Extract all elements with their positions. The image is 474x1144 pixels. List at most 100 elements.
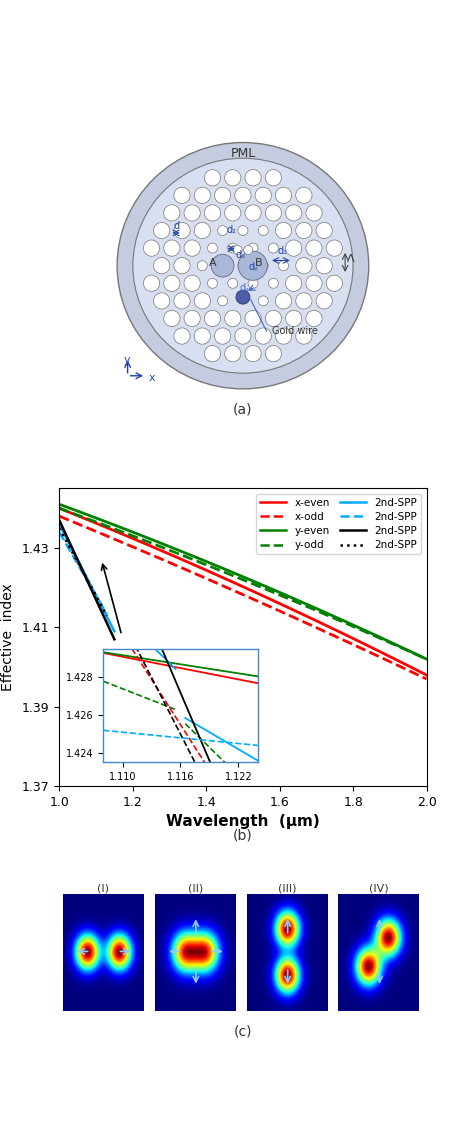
- 2nd-SPP: [85, 574, 91, 588]
- y-even: [233, 567, 239, 581]
- 2nd-SPP: [109, 627, 114, 641]
- Circle shape: [279, 261, 289, 271]
- Text: PML: PML: [230, 146, 255, 159]
- Circle shape: [258, 225, 268, 236]
- y-even: [56, 498, 62, 511]
- Text: x: x: [148, 373, 155, 383]
- Text: (a): (a): [233, 403, 253, 416]
- 2nd-SPP: [78, 562, 83, 575]
- 2nd-SPP: [111, 633, 117, 646]
- Circle shape: [235, 328, 251, 344]
- y-odd: [233, 570, 239, 583]
- Circle shape: [248, 278, 258, 288]
- y-odd: [424, 652, 429, 666]
- Text: dᵧ: dᵧ: [248, 262, 258, 271]
- 2nd-SPP: [87, 579, 93, 593]
- Circle shape: [296, 222, 312, 239]
- Circle shape: [238, 261, 248, 271]
- Circle shape: [225, 205, 241, 221]
- Circle shape: [258, 261, 268, 271]
- 2nd-SPP: [56, 514, 62, 527]
- x-odd: [357, 641, 363, 654]
- Circle shape: [285, 240, 302, 256]
- Circle shape: [285, 205, 302, 221]
- Circle shape: [245, 310, 261, 326]
- Text: y: y: [124, 355, 130, 365]
- Circle shape: [275, 188, 292, 204]
- 2nd-SPP: [89, 581, 95, 595]
- Circle shape: [255, 188, 271, 204]
- Text: (c): (c): [234, 1024, 252, 1039]
- Circle shape: [218, 225, 228, 236]
- Circle shape: [285, 276, 302, 292]
- Circle shape: [218, 296, 228, 305]
- Circle shape: [268, 244, 278, 253]
- Circle shape: [275, 222, 292, 239]
- 2nd-SPP: [69, 542, 75, 556]
- Circle shape: [326, 276, 342, 292]
- Circle shape: [316, 293, 332, 309]
- Circle shape: [245, 345, 261, 362]
- Circle shape: [233, 246, 242, 254]
- Line: y-odd: y-odd: [59, 508, 427, 659]
- Circle shape: [326, 240, 342, 256]
- Text: Gold wire: Gold wire: [272, 326, 318, 336]
- Circle shape: [164, 310, 180, 326]
- Circle shape: [306, 276, 322, 292]
- Line: 2nd-SPP: 2nd-SPP: [59, 524, 114, 631]
- Circle shape: [265, 205, 282, 221]
- Circle shape: [306, 310, 322, 326]
- Circle shape: [154, 257, 170, 273]
- y-odd: [415, 649, 420, 662]
- Circle shape: [228, 244, 238, 253]
- Text: d₁: d₁: [277, 246, 287, 256]
- Circle shape: [197, 261, 207, 271]
- x-even: [231, 575, 237, 589]
- 2nd-SPP: [87, 578, 93, 591]
- Ellipse shape: [117, 143, 369, 389]
- Circle shape: [154, 293, 170, 309]
- Circle shape: [211, 254, 234, 277]
- y-even: [424, 652, 429, 666]
- Circle shape: [236, 291, 250, 304]
- 2nd-SPP: [107, 622, 113, 636]
- Text: dₓ: dₓ: [235, 249, 246, 260]
- Circle shape: [244, 246, 253, 254]
- 2nd-SPP: [85, 572, 91, 586]
- Circle shape: [265, 345, 282, 362]
- Circle shape: [174, 222, 190, 239]
- 2nd-SPP: [56, 522, 62, 535]
- Circle shape: [306, 205, 322, 221]
- 2nd-SPP: [78, 561, 83, 574]
- Circle shape: [204, 205, 220, 221]
- Circle shape: [245, 205, 261, 221]
- Circle shape: [208, 244, 218, 253]
- Text: B: B: [255, 257, 263, 268]
- Circle shape: [265, 310, 282, 326]
- y-odd: [56, 501, 62, 515]
- Circle shape: [174, 188, 190, 204]
- Circle shape: [296, 257, 312, 273]
- Circle shape: [296, 293, 312, 309]
- Circle shape: [184, 240, 201, 256]
- x-even: [275, 596, 281, 610]
- Circle shape: [225, 310, 241, 326]
- Line: y-even: y-even: [59, 505, 427, 659]
- Circle shape: [225, 169, 241, 185]
- 2nd-SPP: [89, 581, 95, 595]
- 2nd-SPP: [99, 599, 104, 613]
- Text: Λ: Λ: [346, 254, 354, 264]
- 2nd-SPP: [99, 598, 104, 612]
- Circle shape: [316, 222, 332, 239]
- Line: 2nd-SPP: 2nd-SPP: [59, 532, 107, 614]
- 2nd-SPP: [89, 585, 95, 598]
- y-even: [275, 585, 281, 598]
- 2nd-SPP: [85, 573, 91, 587]
- Circle shape: [144, 240, 160, 256]
- x-even: [233, 577, 239, 590]
- x-even: [357, 635, 363, 649]
- Circle shape: [275, 328, 292, 344]
- 2nd-SPP: [67, 537, 73, 550]
- Circle shape: [268, 278, 278, 288]
- Circle shape: [238, 225, 248, 236]
